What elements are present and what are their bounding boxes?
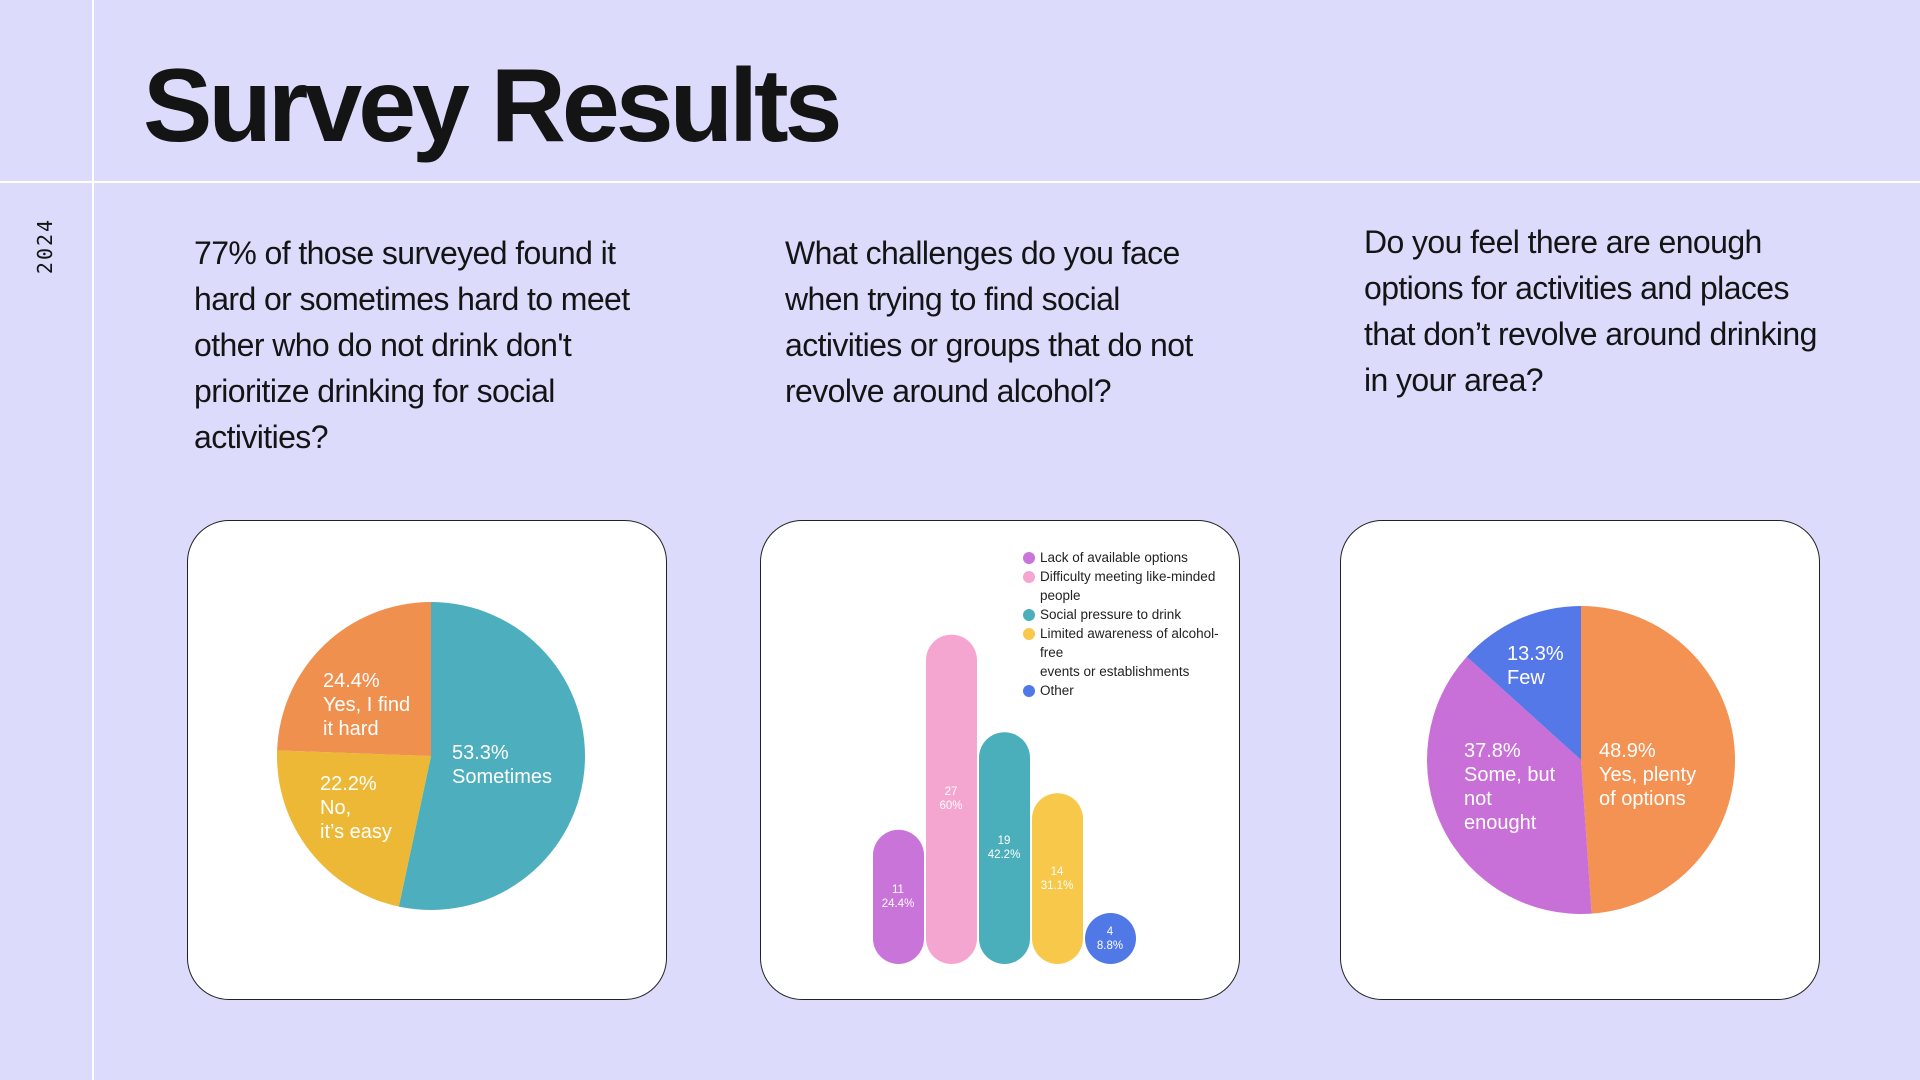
pie1-slice-0 [398,602,586,910]
legend-item: Lack of available options [1023,548,1219,567]
pie3-slice-2 [1466,606,1581,760]
pie3-slice-1 [1427,656,1592,914]
pie1-label-sometimes: 53.3% Sometimes [452,742,553,788]
question-3: Do you feel there are enough options for… [1364,224,1817,398]
bar-4 [1085,913,1136,964]
legend-dot-icon [1023,609,1035,621]
bar-percent: 60% [939,800,963,813]
bar-value: 19 [997,835,1011,848]
question-2: What challenges do you face when trying … [785,235,1193,409]
bar-label-4: 4 8.8% [1085,925,1135,953]
bar-label-2: 19 42.2% [979,834,1029,862]
bar-percent: 8.8% [1096,939,1124,952]
legend-label: Other [1040,683,1074,698]
legend-label: Lack of available options [1040,550,1188,565]
chart-legend: Lack of available options Difficulty meet… [1023,548,1219,700]
bar-3 [1032,793,1083,964]
bar-0 [873,829,924,964]
legend-item: Other [1023,681,1219,700]
pie1-label-hard: 24.4% Yes, I find it hard [323,670,411,740]
bar-1 [926,634,977,964]
legend-label: Difficulty meeting like-minded people [1040,569,1216,603]
page-title: Survey Results [143,48,842,164]
pie1-slice-2 [277,602,431,756]
pie-chart-card-3: 48.9% Yes, plenty of options 37.8% Some,… [1340,520,1820,1000]
bar-value: 14 [1050,865,1064,878]
bar-value: 11 [892,883,904,896]
pie1-label-easy: 22.2% No, it’s easy [320,773,392,843]
bar-percent: 31.1% [1040,879,1074,892]
bar-chart-card: 11 24.4% 27 60% 19 42.2% 14 31.1% 4 8.8% Lack of … [760,520,1240,1000]
bar-label-1: 27 60% [926,785,976,813]
bar-label-0: 11 24.4% [873,883,923,911]
legend-dot-icon [1023,552,1035,564]
pie3-slice-0 [1581,606,1735,914]
pie3-label-some: 37.8% Some, but not enought [1464,740,1556,834]
legend-label: Limited awareness of alcohol- free event… [1040,626,1219,679]
legend-item: Difficulty meeting like-minded people [1023,567,1219,605]
question-1: 77% of those surveyed found it hard or s… [194,235,630,455]
legend-dot-icon [1023,628,1035,640]
bar-percent: 42.2% [987,849,1021,862]
horizontal-divider [0,181,1920,183]
legend-dot-icon [1023,685,1035,697]
pie1-slice-1 [277,750,431,907]
pie3-label-few: 13.3% Few [1507,643,1564,689]
pie-chart-card-1: 53.3% Sometimes 22.2% No, it’s easy 24.4… [187,520,667,1000]
bar-2 [979,732,1030,964]
bar-percent: 24.4% [881,897,915,910]
vertical-divider [92,0,94,1080]
year-label: 2024 [33,217,57,275]
legend-label: Social pressure to drink [1040,607,1182,622]
bar-value: 27 [944,786,958,799]
bar-value: 4 [1106,925,1114,938]
bar-chart [873,634,1136,964]
legend-dot-icon [1023,571,1035,583]
bar-label-3: 14 31.1% [1032,865,1082,893]
legend-item: Limited awareness of alcohol- free event… [1023,624,1219,681]
pie3-label-plenty: 48.9% Yes, plenty of options [1599,740,1697,810]
legend-item: Social pressure to drink [1023,605,1219,624]
pie-chart-3 [1427,606,1735,914]
pie-chart-1 [277,602,586,910]
